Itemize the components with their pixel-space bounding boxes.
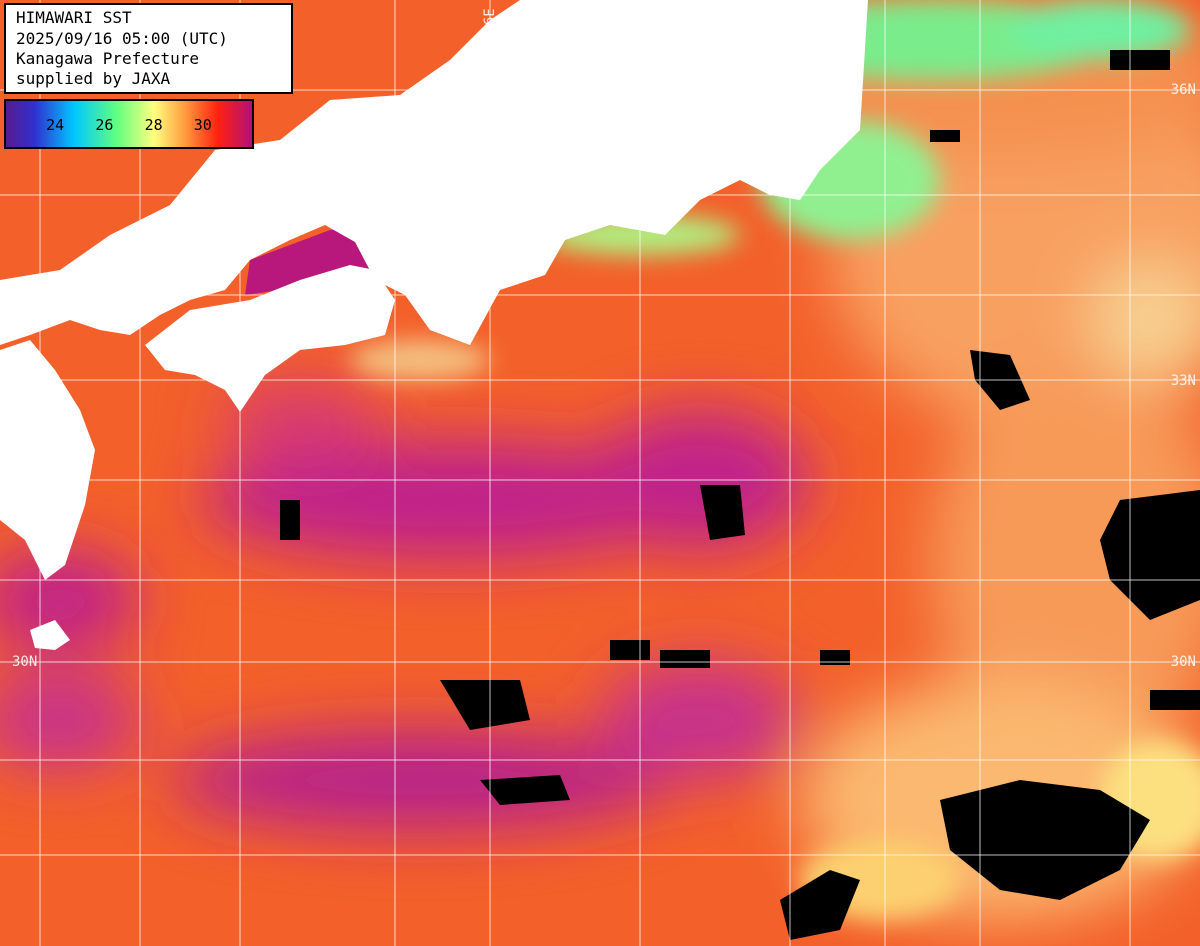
- lat-label: 33N: [12, 374, 37, 390]
- colorbar-tick-label: 28: [145, 116, 163, 134]
- header-line: supplied by JAXA: [16, 69, 170, 88]
- header-box: HIMAWARI SST 2025/09/16 05:00 (UTC) Kana…: [4, 3, 293, 94]
- header-line: Kanagawa Prefecture: [16, 49, 199, 68]
- colorbar-tick-label: 26: [95, 116, 113, 134]
- header-line: HIMAWARI SST: [16, 8, 132, 27]
- lat-label: 36N: [1171, 82, 1196, 98]
- header-line: 2025/09/16 05:00 (UTC): [16, 29, 228, 48]
- lat-label: 30N: [12, 654, 37, 670]
- colorbar: 24 26 28 30: [4, 99, 254, 149]
- colorbar-tick-label: 30: [194, 116, 212, 134]
- cloud-mask: [280, 50, 1200, 940]
- lon-label: 136E: [482, 8, 498, 42]
- land: [0, 0, 868, 650]
- lat-label: 30N: [1171, 654, 1196, 670]
- colorbar-gradient: [4, 99, 254, 149]
- lat-label: 33N: [1171, 373, 1196, 389]
- colorbar-tick-label: 24: [46, 116, 64, 134]
- graticule-labels: 136E 36N 33N 33N 30N 30N: [12, 8, 1196, 670]
